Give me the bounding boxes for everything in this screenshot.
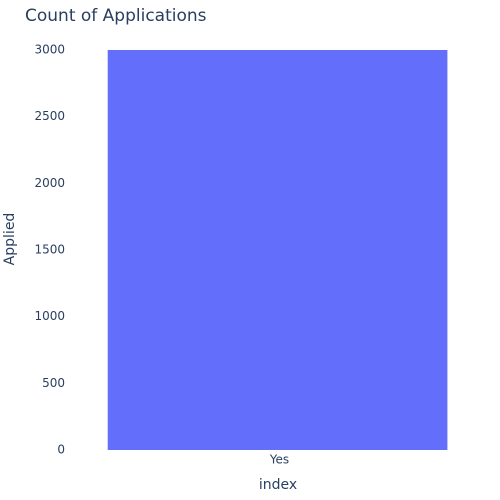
bar-yes[interactable] [107, 50, 448, 450]
y-tick-label: 2000 [34, 176, 65, 190]
x-tick-label: Yes [269, 453, 289, 467]
x-axis-title: index [259, 477, 297, 493]
y-tick-label: 3000 [34, 43, 65, 57]
x-axis-ticks: Yes [269, 453, 289, 467]
y-tick-label: 1000 [34, 309, 65, 323]
y-tick-label: 1500 [34, 243, 65, 257]
chart-title: Count of Applications [25, 6, 207, 26]
y-tick-label: 0 [57, 443, 65, 457]
y-tick-label: 2500 [34, 109, 65, 123]
plot-area [107, 50, 448, 450]
y-tick-label: 500 [42, 376, 65, 390]
y-axis-ticks: 0 500 1000 1500 2000 2500 3000 [34, 43, 65, 457]
y-axis-title: Applied [2, 213, 18, 266]
